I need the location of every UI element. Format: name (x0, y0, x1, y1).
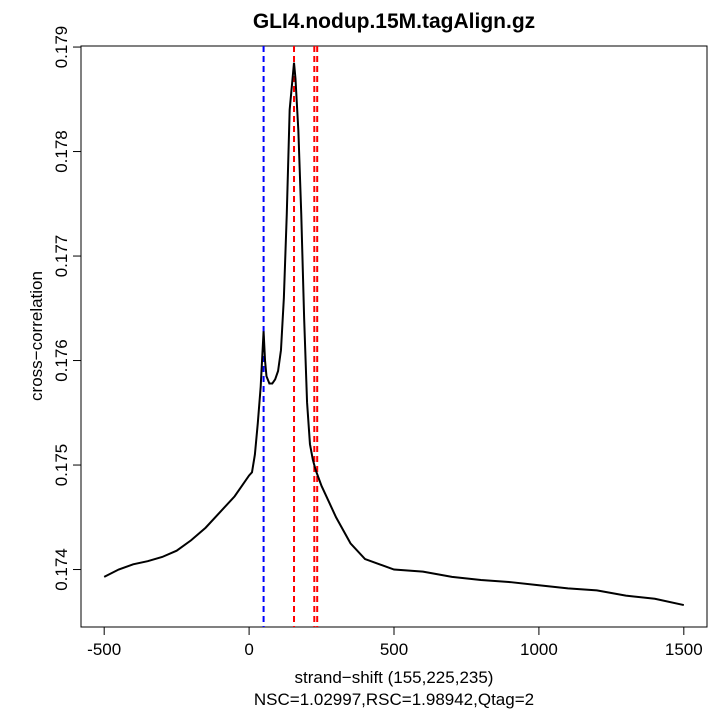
y-axis-label: cross−correlation (27, 271, 46, 401)
x-tick-label: 1000 (520, 640, 558, 659)
x-tick-label: -500 (87, 640, 121, 659)
plot-frame (80, 45, 708, 628)
y-tick-label: 0.174 (52, 548, 71, 591)
data-line (103, 62, 685, 607)
subtitle: NSC=1.02997,RSC=1.98942,Qtag=2 (254, 690, 534, 709)
y-tick-label: 0.177 (52, 235, 71, 278)
y-tick-label: 0.178 (52, 130, 71, 173)
y-tick-label: 0.176 (52, 339, 71, 382)
x-tick-label: 0 (244, 640, 253, 659)
x-tick-label: 1500 (665, 640, 703, 659)
y-tick-label: 0.179 (52, 26, 71, 69)
y-tick-label: 0.175 (52, 444, 71, 487)
x-tick-label: 500 (380, 640, 408, 659)
x-axis-label: strand−shift (155,225,235) (295, 668, 494, 687)
chart-title: GLI4.nodup.15M.tagAlign.gz (253, 10, 535, 33)
